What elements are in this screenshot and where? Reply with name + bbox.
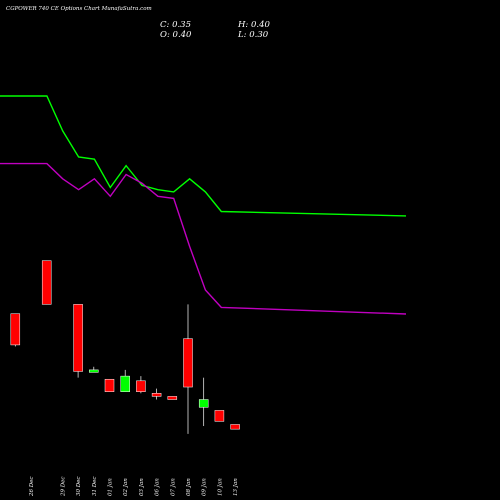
x-tick-label: 03 Jan <box>139 478 145 496</box>
chart-title: CGPOWER 740 CE Options Chart MunafaSutra… <box>6 6 152 12</box>
candle-body <box>104 378 115 392</box>
series-line-1 <box>0 95 407 217</box>
x-tick-label: 08 Jan <box>186 478 192 496</box>
close-value: C: 0.35 <box>160 20 191 30</box>
x-tick-label: 01 Jan <box>108 478 114 496</box>
x-tick-label: 30 Dec <box>76 477 82 497</box>
x-tick-label: 09 Jan <box>202 478 208 496</box>
x-tick-label: 10 Jan <box>217 478 223 496</box>
x-tick-label: 13 Jan <box>233 478 239 496</box>
x-tick-label: 02 Jan <box>123 478 129 496</box>
candle-body <box>41 260 52 305</box>
candle-body <box>89 369 99 373</box>
candle-body <box>10 313 21 346</box>
high-value: H: 0.40 <box>238 20 270 30</box>
candle-body <box>151 393 162 397</box>
x-tick-label: 26 Dec <box>29 477 35 498</box>
open-value: O: 0.40 <box>160 30 192 40</box>
x-tick-label: 07 Jan <box>170 478 176 496</box>
candle-body <box>214 410 225 422</box>
candle-body <box>136 380 146 392</box>
low-value: L: 0.30 <box>238 30 269 40</box>
candle-body <box>183 338 193 388</box>
candle-body <box>167 396 178 400</box>
candle-body <box>73 304 83 372</box>
candle-body <box>120 375 130 392</box>
x-tick-label: 31 Dec <box>92 477 98 497</box>
candle-body <box>230 424 240 430</box>
x-tick-label: 29 Dec <box>60 477 66 498</box>
candle-body <box>198 399 209 408</box>
series-line-2 <box>0 162 407 315</box>
x-tick-label: 06 Jan <box>155 478 161 496</box>
